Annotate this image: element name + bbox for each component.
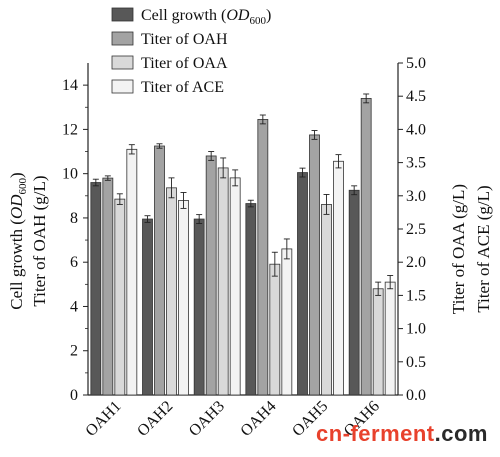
legend-swatch xyxy=(111,55,134,70)
left-tick-label: 10 xyxy=(62,166,78,183)
legend-label: Titer of OAH xyxy=(141,31,228,48)
right-axis-title-2: Titer of ACE (g/L) xyxy=(474,185,493,312)
right-tick-label: 3.0 xyxy=(406,188,426,205)
left-tick-label: 2 xyxy=(70,343,78,360)
bar xyxy=(229,177,241,396)
left-axis-title-2: Titer of OAH (g/L) xyxy=(30,175,49,306)
legend-swatch xyxy=(111,7,134,22)
right-tick-label: 4.0 xyxy=(406,121,426,138)
bar xyxy=(102,177,114,396)
legend-label: Titer of ACE xyxy=(141,79,224,96)
bar xyxy=(348,189,360,396)
left-tick-label: 12 xyxy=(62,121,78,138)
axes: 0 2 4 6 8 10 12 14 0.0 0.5 1.0 1.5 2.0 2.5 3.0 3.5 4.0 4.… xyxy=(62,55,426,404)
watermark-part2: ferment xyxy=(350,421,435,446)
bar xyxy=(257,119,269,396)
right-tick-label: 0.0 xyxy=(406,387,426,404)
right-tick-label: 1.5 xyxy=(406,287,426,304)
bar xyxy=(297,172,308,396)
bar xyxy=(384,281,396,396)
bar xyxy=(360,98,372,396)
right-tick-label: 3.5 xyxy=(406,155,426,172)
right-tick-label: 2.5 xyxy=(406,221,426,238)
bar xyxy=(281,248,293,396)
bar xyxy=(178,200,189,396)
right-tick-label: 0.5 xyxy=(406,354,426,371)
x-tick-label: OAH3 xyxy=(186,398,228,440)
legend-label: Titer of OAA xyxy=(141,55,228,72)
bar xyxy=(333,160,344,396)
bar xyxy=(372,288,384,396)
bar xyxy=(217,167,229,396)
bar xyxy=(309,134,320,396)
right-tick-label: 1.0 xyxy=(406,321,426,338)
bar xyxy=(245,203,257,396)
legend-label: Cell growth (OD600) xyxy=(141,7,271,27)
left-tick-label: 6 xyxy=(70,254,78,271)
bar xyxy=(166,187,177,396)
bar xyxy=(205,155,217,396)
watermark-part1: cn- xyxy=(315,421,351,446)
bar xyxy=(90,182,102,396)
watermark: cn-ferment.com xyxy=(316,421,488,447)
left-tick-label: 0 xyxy=(70,387,78,404)
left-tick-label: 14 xyxy=(62,77,78,94)
bars xyxy=(90,93,396,396)
right-tick-label: 4.5 xyxy=(406,88,426,105)
x-tick-label: OAH2 xyxy=(134,398,176,440)
left-axis-title-1: Cell growth (OD600) xyxy=(7,172,29,309)
bar xyxy=(142,218,153,396)
bar xyxy=(321,204,332,396)
bar xyxy=(154,145,165,396)
watermark-part3: .com xyxy=(434,421,488,446)
legend: Cell growth (OD600) Titer of OAH Titer of … xyxy=(111,7,271,96)
x-tick-label: OAH4 xyxy=(237,398,279,440)
legend-swatch xyxy=(111,79,134,94)
right-tick-label: 5.0 xyxy=(406,55,426,72)
x-tick-label: OAH1 xyxy=(82,398,124,440)
left-tick-label: 8 xyxy=(70,210,78,227)
right-tick-label: 2.0 xyxy=(406,254,426,271)
bar xyxy=(193,218,205,396)
bar xyxy=(114,198,126,396)
bar xyxy=(269,263,281,396)
legend-swatch xyxy=(111,31,134,46)
bar xyxy=(126,148,138,396)
left-tick-label: 4 xyxy=(70,298,78,315)
right-axis-title-1: Titer of OAA (g/L) xyxy=(449,184,468,314)
